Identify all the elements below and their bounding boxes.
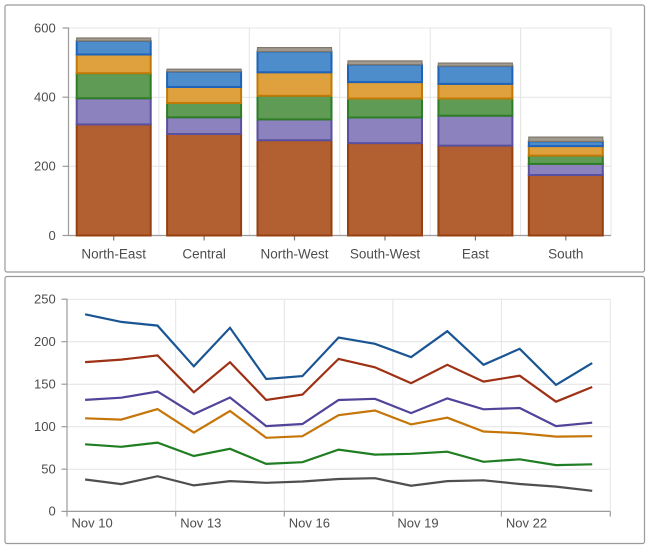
svg-text:0: 0 — [48, 504, 55, 519]
svg-text:Central: Central — [182, 247, 226, 262]
svg-text:50: 50 — [41, 462, 55, 477]
svg-text:South: South — [548, 247, 583, 262]
svg-text:East: East — [462, 247, 489, 262]
svg-text:100: 100 — [34, 419, 56, 434]
svg-text:South-West: South-West — [350, 247, 421, 262]
svg-text:150: 150 — [34, 377, 56, 392]
svg-text:Nov 10: Nov 10 — [72, 516, 113, 531]
svg-text:400: 400 — [34, 90, 56, 105]
svg-text:0: 0 — [48, 228, 55, 243]
svg-text:North-East: North-East — [81, 247, 146, 262]
svg-text:Nov 19: Nov 19 — [397, 516, 438, 531]
svg-text:North-West: North-West — [260, 247, 328, 262]
svg-text:600: 600 — [34, 20, 56, 35]
svg-text:200: 200 — [34, 159, 56, 174]
svg-text:250: 250 — [34, 292, 56, 307]
svg-text:Nov 13: Nov 13 — [180, 516, 221, 531]
svg-text:Nov 22: Nov 22 — [506, 516, 547, 531]
svg-text:200: 200 — [34, 334, 56, 349]
svg-text:Nov 16: Nov 16 — [289, 516, 330, 531]
